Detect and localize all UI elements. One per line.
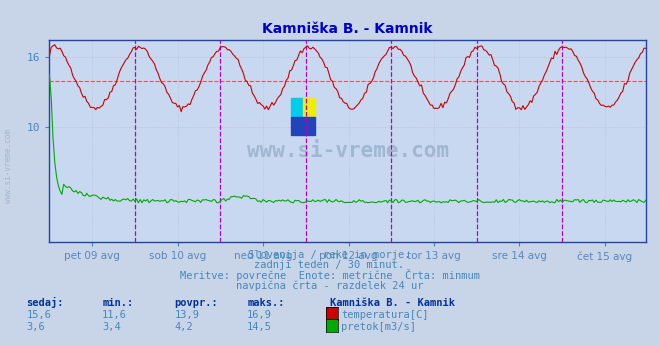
Text: www.si-vreme.com: www.si-vreme.com: [4, 129, 13, 203]
Text: povpr.:: povpr.:: [175, 298, 218, 308]
Text: navpična črta - razdelek 24 ur: navpična črta - razdelek 24 ur: [236, 280, 423, 291]
Text: 11,6: 11,6: [102, 310, 127, 320]
Text: zadnji teden / 30 minut.: zadnji teden / 30 minut.: [254, 260, 405, 270]
Text: Slovenija / reke in morje.: Slovenija / reke in morje.: [248, 250, 411, 260]
Text: 3,4: 3,4: [102, 322, 121, 333]
Text: 13,9: 13,9: [175, 310, 200, 320]
Text: min.:: min.:: [102, 298, 133, 308]
Text: maks.:: maks.:: [247, 298, 285, 308]
Text: 16,9: 16,9: [247, 310, 272, 320]
Text: 14,5: 14,5: [247, 322, 272, 333]
Bar: [291, 99, 303, 117]
Text: Meritve: povrečne  Enote: metrične  Črta: minmum: Meritve: povrečne Enote: metrične Črta: …: [179, 268, 480, 281]
Text: www.si-vreme.com: www.si-vreme.com: [246, 141, 449, 161]
Bar: [303, 99, 315, 117]
Text: pretok[m3/s]: pretok[m3/s]: [341, 322, 416, 333]
Text: Kamniška B. - Kamnik: Kamniška B. - Kamnik: [330, 298, 455, 308]
Text: 15,6: 15,6: [26, 310, 51, 320]
Text: temperatura[C]: temperatura[C]: [341, 310, 429, 320]
Text: 3,6: 3,6: [26, 322, 45, 333]
Title: Kamniška B. - Kamnik: Kamniška B. - Kamnik: [262, 22, 433, 36]
Text: 4,2: 4,2: [175, 322, 193, 333]
Text: sedaj:: sedaj:: [26, 297, 64, 308]
Bar: [291, 117, 315, 135]
